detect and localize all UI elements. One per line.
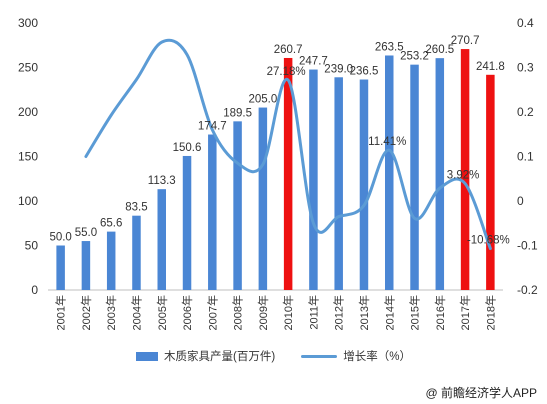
bar-data-label: 260.5 [425,44,454,56]
x-axis-tick-label: 2003年 [104,295,118,330]
x-axis-tick-label: 2014年 [382,295,396,330]
bar [182,155,192,290]
left-axis-tick-label: 300 [18,16,38,30]
bar [106,231,116,290]
bar [410,64,419,290]
bar-data-label: 83.5 [125,202,147,214]
x-axis-tick-label: 2006年 [180,295,194,330]
growth-rate-label: 27.18% [267,66,306,78]
labels-layer: 50.0 55.065.683.5 113.3 150.6 174.7 189.5205.… [49,35,509,246]
x-axis-tick-label: 2011年 [306,295,320,330]
left-axis-tick-label: 0 [31,283,38,297]
chart-canvas: 0 50 100 150 200 250 300 -0.2 -0.1 0 0.1 0.2 0.3 0.4 2… [18,16,538,330]
legend-line-swatch [301,354,338,358]
right-axis-tick-label: -0.1 [517,239,538,253]
bar [309,69,318,290]
x-axis-tick-label: 2012年 [332,295,346,330]
x-axis-tick-label: 2015年 [408,295,422,330]
legend-bar-label: 木质家具产量(百万件) [164,351,276,363]
bar [56,245,65,290]
bar [283,57,293,290]
x-axis-tick-label: 2004年 [129,295,143,330]
left-axis-tick-label: 200 [18,105,38,119]
right-axis-tick-label: 0 [517,194,524,208]
x-axis-tick-label: 2010年 [281,295,295,330]
x-axis-tick-label: 2013年 [357,295,371,330]
left-axis-tick-label: 250 [18,61,38,75]
legend-item-growth: 增长率（%） [301,348,411,364]
bar [334,77,343,290]
growth-rate-label: -10.68% [467,235,510,247]
x-axis-tick-label: 2007年 [205,295,219,330]
left-axis-tick-label: 100 [18,194,38,208]
bar [258,107,268,290]
x-axis-tick-label: 2002年 [79,295,93,330]
bar-data-label: 205.0 [248,94,277,106]
growth-rate-label: 3.92% [447,170,480,182]
bar [132,215,141,290]
bar-data-label: 260.7 [274,44,303,56]
right-axis-tick-label: 0.1 [517,150,534,164]
bar [233,121,242,290]
bar [486,74,495,290]
right-axis-tick-label: 0.3 [517,61,534,75]
bar-data-label: 263.5 [375,41,404,53]
left-axis-tick-label: 150 [18,150,38,164]
x-axis-tick-label: 2005年 [155,295,169,330]
right-axis-tick-label: 0.2 [517,105,534,119]
source-credit: @ 前瞻经济学人APP [425,386,537,400]
bar-data-label: 65.6 [100,218,122,230]
right-axis-tick-label: -0.2 [517,283,538,297]
bar-data-label: 189.5 [223,107,252,119]
bar [435,58,445,290]
axes-layer: 0 50 100 150 200 250 300 -0.2 -0.1 0 0.1 0.2 0.3 0.4 2… [18,16,538,330]
bar-data-label: 113.3 [148,175,176,187]
bar [460,49,470,291]
bar-data-label: 247.7 [299,56,328,68]
right-axis-tick-label: 0.4 [517,16,534,30]
bar [157,189,166,290]
bar-data-label: 150.6 [173,142,202,154]
bar-data-label: 241.8 [476,61,505,73]
x-axis-tick-label: 2018年 [483,295,497,330]
bar [208,134,217,290]
legend-bar-swatch [136,351,159,361]
bars-layer [56,49,495,291]
bar-data-label: 270.7 [451,35,480,47]
legend-line-label: 增长率（%） [343,351,411,363]
growth-rate-line [84,38,492,251]
bar-data-label: 174.7 [198,121,227,133]
x-axis-tick-label: 2009年 [256,295,270,330]
bar [359,79,369,290]
bar-data-label: 253.2 [400,51,429,63]
growth-line-layer [84,38,492,251]
x-axis-tick-label: 2008年 [231,295,245,330]
x-axis-tick-label: 2001年 [54,295,68,330]
x-axis-tick-label: 2016年 [433,295,447,330]
left-axis-tick-label: 50 [25,239,39,253]
bar-data-label: 239.0 [324,63,353,75]
bar [81,241,91,290]
bar-data-label: 55.0 [75,227,97,239]
bar-data-label: 50.0 [49,232,71,244]
growth-rate-label: 11.41% [368,136,406,148]
legend: 木质家具产量(百万件) 增长率（%） [0,348,547,364]
bar [385,55,394,290]
legend-item-production: 木质家具产量(百万件) [136,348,275,364]
bar-data-label: 236.5 [350,66,379,78]
x-axis-tick-label: 2017年 [458,295,472,330]
